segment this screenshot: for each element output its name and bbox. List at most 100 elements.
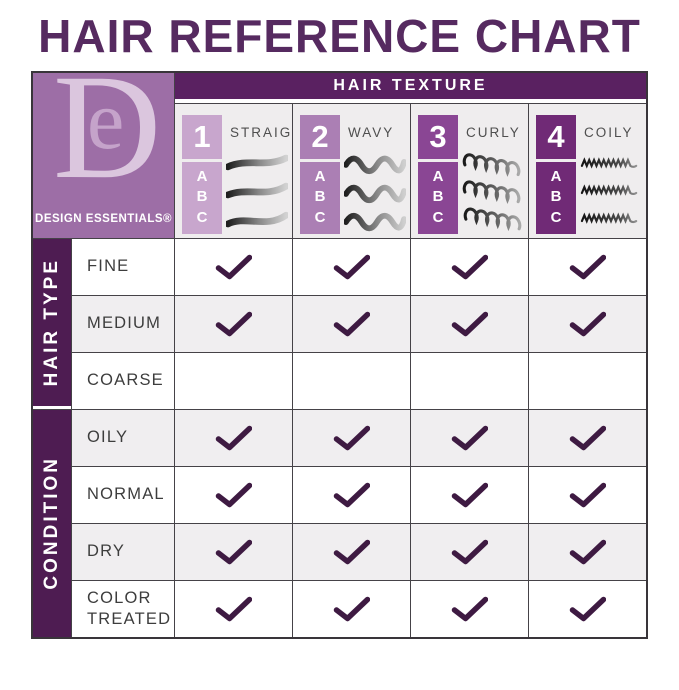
texture-number: 2 [300,114,340,159]
checkmark-icon [569,539,606,564]
checkmark-icon [333,596,370,621]
check-cell [175,352,292,409]
checkmark-icon [215,311,252,336]
check-cell [175,580,292,637]
row-label-color-treated: COLOR TREATED [72,580,174,637]
hair-texture-header: HAIR TEXTURE [175,72,646,103]
texture-label: WAVY [348,124,395,140]
hair-type-group-label: HAIR TYPE [41,257,62,387]
subtype-letter: C [550,208,562,226]
checkmark-icon [215,254,252,279]
texture-number: 4 [536,114,576,159]
checkmark-icon [451,254,488,279]
hair-type-group-band: HAIR TYPE [33,238,71,409]
checkmark-icon [569,596,606,621]
texture-badge-3: 3 A B C [418,114,458,235]
brand-name: DESIGN ESSENTIALS® [35,212,172,225]
check-cell [293,295,410,352]
check-cell [411,238,528,295]
design-essentials-logo: D e DESIGN ESSENTIALS® [33,72,174,238]
checkmark-icon [569,482,606,507]
check-cell [293,466,410,523]
subtype-letter: C [196,208,208,226]
texture-number: 1 [182,114,222,159]
check-cell [411,409,528,466]
checkmark-icon [333,482,370,507]
checkmark-icon [569,311,606,336]
check-cell [529,238,646,295]
texture-label: CURLY [466,124,521,140]
check-cell [529,580,646,637]
condition-group-band: CONDITION [33,409,71,637]
check-cell [293,409,410,466]
row-label-medium: MEDIUM [72,295,174,352]
subtype-letter: A [432,167,444,185]
coily-hair-icon [580,156,638,224]
texture-badge-4: 4 A B C [536,114,576,235]
checkmark-icon [333,254,370,279]
texture-column-curly: 3 A B C CURLY [411,103,528,238]
subtype-letter: B [314,188,326,206]
checkmark-icon [569,254,606,279]
texture-badge-2: 2 A B C [300,114,340,235]
checkmark-icon [215,425,252,450]
check-cell [175,295,292,352]
logo-monogram-d-icon: D [53,72,162,210]
texture-label: STRAIGHT [230,124,315,140]
checkmark-icon [215,539,252,564]
check-cell [411,352,528,409]
checkmark-icon [215,596,252,621]
texture-subtypes: A B C [418,161,458,235]
wavy-hair-icon [344,155,406,231]
texture-subtypes: A B C [300,161,340,235]
checkmark-icon [569,425,606,450]
subtype-letter: A [314,167,326,185]
check-cell [529,409,646,466]
check-cell [175,238,292,295]
check-cell [293,238,410,295]
subtype-letter: B [432,188,444,206]
check-cell [529,466,646,523]
subtype-letter: B [196,188,208,206]
straight-hair-icon [226,154,288,227]
curly-hair-icon [462,152,522,231]
hair-reference-table: D e DESIGN ESSENTIALS® HAIR TEXTURE 1 A … [31,70,648,639]
check-cell [293,352,410,409]
texture-subtypes: A B C [182,161,222,235]
subtype-letter: C [432,208,444,226]
checkmark-icon [333,425,370,450]
subtype-letter: B [550,188,562,206]
check-cell [529,523,646,580]
row-label-fine: FINE [72,238,174,295]
check-cell [293,523,410,580]
row-label-oily: OILY [72,409,174,466]
texture-column-coily: 4 A B C COILY [529,103,646,238]
check-cell [175,466,292,523]
checkmark-icon [451,311,488,336]
subtype-letter: A [196,167,208,185]
condition-group-label: CONDITION [41,456,62,590]
checkmark-icon [333,311,370,336]
check-cell [175,409,292,466]
check-cell [411,580,528,637]
texture-label: COILY [584,124,634,140]
subtype-letter: A [550,167,562,185]
check-cell [529,352,646,409]
check-cell [293,580,410,637]
texture-column-straight: 1 A B C STRAIGHT [175,103,312,238]
texture-badge-1: 1 A B C [182,114,222,235]
texture-column-wavy: 2 A B C WAVY [293,103,410,238]
hair-reference-chart-page: HAIR REFERENCE CHART D e DESIGN ESSENTIA… [0,11,679,690]
texture-subtypes: A B C [536,161,576,235]
texture-number: 3 [418,114,458,159]
row-label-coarse: COARSE [72,352,174,409]
page-title: HAIR REFERENCE CHART [38,10,641,62]
checkmark-icon [451,539,488,564]
check-cell [529,295,646,352]
check-cell [411,523,528,580]
checkmark-icon [333,539,370,564]
check-cell [175,523,292,580]
checkmark-icon [451,482,488,507]
checkmark-icon [451,596,488,621]
check-cell [411,295,528,352]
